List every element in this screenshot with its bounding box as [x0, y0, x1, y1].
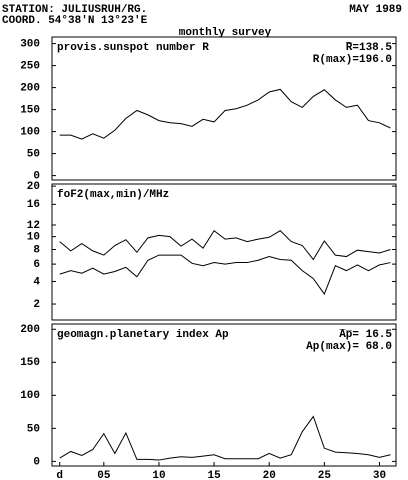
y-tick-label: 50	[27, 149, 40, 161]
x-tick-label: 20	[263, 470, 276, 480]
data-line	[59, 254, 391, 296]
y-tick-label: 6	[33, 259, 40, 271]
data-line	[59, 229, 391, 261]
y-tick-label: 150	[20, 105, 40, 117]
data-line	[59, 415, 391, 461]
y-tick-label: 50	[27, 423, 40, 435]
y-tick-label: 250	[20, 61, 40, 73]
y-tick-label: 4	[33, 276, 40, 288]
annotation: R(max)=196.0	[313, 54, 392, 66]
x-tick-label: 25	[318, 470, 332, 480]
y-tick-label: 200	[20, 324, 40, 336]
y-tick-label: 2	[33, 299, 40, 311]
y-tick-label: 12	[27, 220, 40, 232]
panel-title: provis.sunspot number R	[57, 42, 209, 54]
y-tick-label: 0	[33, 456, 40, 468]
x-tick-label: 05	[97, 470, 111, 480]
y-tick-label: 8	[33, 244, 40, 256]
coord: COORD. 54°38'N 13°23'E	[2, 15, 148, 27]
x-tick-label: 15	[207, 470, 221, 480]
panel-title: foF2(max,min)/MHz	[57, 189, 169, 201]
y-tick-label: 100	[20, 390, 40, 402]
annotation: Ap(max)= 68.0	[306, 341, 392, 353]
y-tick-label: 20	[27, 181, 40, 193]
panel-title: geomagn.planetary index Ap	[57, 329, 229, 341]
panel-frame	[51, 36, 397, 181]
y-tick-label: 150	[20, 357, 40, 369]
y-tick-label: 300	[20, 39, 40, 51]
station: STATION: JULIUSRUH/RG.	[2, 4, 147, 16]
subtitle: monthly survey	[179, 27, 272, 39]
annotation: R̅=138.5	[345, 42, 392, 54]
annotation: A̅p̅= 16.5	[338, 329, 392, 341]
y-tick-label: 0	[33, 171, 40, 183]
y-tick-label: 10	[27, 232, 40, 244]
y-tick-label: 200	[20, 83, 40, 95]
date: MAY 1989	[349, 4, 402, 16]
data-line	[59, 88, 391, 140]
y-tick-label: 16	[27, 199, 40, 211]
x-tick-label: d	[56, 470, 63, 480]
x-tick-label: 30	[373, 470, 386, 480]
y-tick-label: 100	[20, 127, 40, 139]
panel-frame	[51, 183, 397, 321]
x-tick-label: 10	[152, 470, 165, 480]
